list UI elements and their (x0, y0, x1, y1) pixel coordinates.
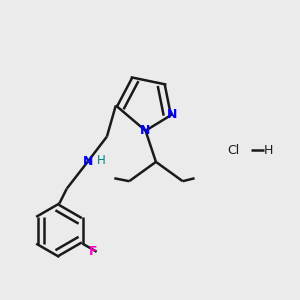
Text: Cl: Cl (227, 143, 239, 157)
Text: H: H (264, 143, 274, 157)
Text: H: H (97, 154, 105, 167)
Text: F: F (89, 245, 98, 258)
Text: N: N (140, 124, 151, 137)
Text: N: N (167, 108, 178, 121)
Text: N: N (82, 155, 93, 168)
